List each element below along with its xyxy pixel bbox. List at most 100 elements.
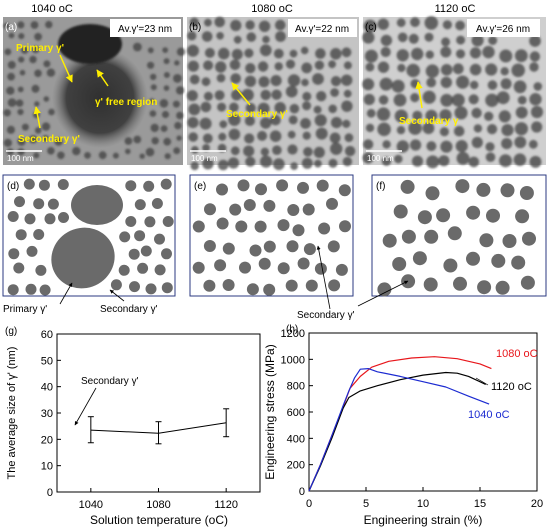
gamma-prime-particle — [425, 109, 438, 122]
schematic-particle — [335, 263, 348, 276]
schematic-particle — [520, 275, 535, 290]
schematic-particle — [151, 198, 163, 209]
schematic-particle — [160, 178, 172, 190]
legend-1120-leader — [475, 377, 489, 386]
gamma-prime-particle — [470, 80, 479, 90]
gamma-prime-particle — [500, 78, 512, 90]
schematic-particle — [7, 284, 19, 296]
schematic-particle — [400, 179, 415, 194]
gamma-prime-particle — [469, 63, 482, 76]
schematic-particle — [134, 230, 146, 242]
gamma-prime-particle — [257, 130, 268, 141]
panel-label-d: (d) — [7, 181, 19, 192]
schematic-particle — [393, 204, 408, 219]
gamma-prime-particle — [529, 93, 542, 106]
gamma-prime-particle — [3, 22, 10, 30]
gamma-prime-particle — [315, 127, 328, 140]
gamma-prime-particle — [21, 46, 29, 54]
gamma-prime-particle — [501, 124, 514, 137]
schematic-particle — [327, 240, 340, 253]
tem-panel-c: 1120 oC Av.γ'=26 nm (c) Secondary γ 100 … — [362, 3, 546, 169]
arrow-primary-a — [59, 54, 73, 83]
primary-gamma-large — [51, 227, 115, 289]
gamma-prime-particle — [271, 89, 282, 100]
gamma-prime-particle — [501, 138, 513, 150]
chart-h-xtick-label: 15 — [474, 498, 486, 510]
gamma-prime-particle — [31, 45, 40, 54]
gamma-prime-particle — [216, 32, 224, 40]
chart-g-xtick-label: 1120 — [214, 499, 238, 511]
gamma-prime-particle — [330, 142, 343, 155]
gamma-prime-particle — [274, 102, 287, 114]
gamma-prime-particle — [17, 148, 25, 156]
gamma-prime-particle — [34, 32, 42, 41]
gamma-prime-particle — [159, 99, 169, 108]
gamma-prime-particle — [84, 152, 91, 159]
chart-g-ytick-label: 0 — [47, 487, 53, 499]
gamma-prime-particle — [45, 20, 53, 29]
gamma-prime-particle — [214, 16, 225, 28]
gamma-prime-particle — [245, 156, 256, 167]
panel-label-f: (f) — [376, 181, 385, 192]
gamma-prime-particle — [424, 16, 439, 30]
annot-free-a: γ' free region — [95, 97, 157, 108]
gamma-prime-particle — [29, 55, 37, 64]
tem-temp-b: 1080 oC — [251, 3, 293, 15]
gamma-prime-particle — [342, 119, 351, 128]
arrow-secondary-e — [316, 245, 331, 310]
gamma-prime-particle — [188, 132, 198, 142]
avg-size-box-a — [110, 19, 181, 37]
gamma-prime-particle — [328, 158, 338, 168]
gamma-prime-particle — [453, 125, 465, 137]
gamma-prime-particle — [314, 60, 325, 70]
schematic-particle — [486, 208, 500, 223]
schematic-particle — [392, 257, 407, 271]
gamma-prime-particle — [379, 77, 393, 91]
scale-text-b: 100 nm — [191, 154, 218, 163]
gamma-prime-particle — [287, 144, 298, 155]
gamma-prime-particle — [455, 49, 466, 59]
gamma-prime-particle — [163, 72, 170, 78]
gamma-free-region-void — [52, 48, 148, 148]
arrow-secondary-d — [109, 289, 125, 302]
gamma-prime-particle — [396, 18, 406, 28]
gamma-prime-particle — [245, 102, 256, 114]
gamma-prime-particle — [244, 133, 255, 144]
gamma-prime-particle — [424, 32, 434, 42]
gamma-prime-particle — [217, 159, 229, 171]
schematic-particle — [24, 213, 36, 225]
arrow-secondary-c — [415, 81, 423, 109]
gamma-prime-particle — [422, 90, 436, 104]
gamma-prime-particle — [275, 19, 286, 31]
schematic-particle — [222, 279, 235, 291]
gamma-prime-particle — [258, 20, 271, 32]
gamma-prime-particle — [426, 155, 440, 169]
gamma-prime-particle — [422, 122, 435, 135]
gamma-prime-particle — [485, 93, 499, 108]
gamma-prime-particle — [259, 44, 272, 57]
schematic-particle — [39, 284, 51, 296]
gamma-prime-particle — [233, 35, 242, 44]
schematic-particle — [192, 220, 205, 233]
gamma-prime-particle — [176, 47, 186, 56]
scale-text-c: 100 nm — [367, 154, 394, 163]
primary-gamma-particle — [58, 24, 122, 64]
schematic-particle — [44, 213, 56, 225]
schematic-particle — [35, 264, 47, 276]
gamma-prime-particle — [187, 117, 199, 129]
gamma-prime-particle — [439, 109, 452, 122]
schematic-particle — [263, 283, 276, 296]
gamma-prime-particle — [201, 31, 213, 42]
gamma-prime-particle — [514, 136, 527, 149]
chart-g-ytick-label: 60 — [41, 329, 53, 341]
schematic-particle — [302, 203, 315, 216]
gamma-prime-particle — [21, 123, 29, 131]
gamma-prime-particle — [46, 68, 56, 77]
gamma-prime-particle — [244, 75, 257, 88]
gamma-prime-particle — [176, 135, 182, 141]
gamma-prime-particle — [303, 147, 313, 157]
gamma-prime-particle — [270, 75, 282, 87]
schematic-particle — [192, 261, 205, 274]
gamma-prime-particle — [406, 63, 421, 78]
gamma-prime-particle — [498, 110, 511, 123]
